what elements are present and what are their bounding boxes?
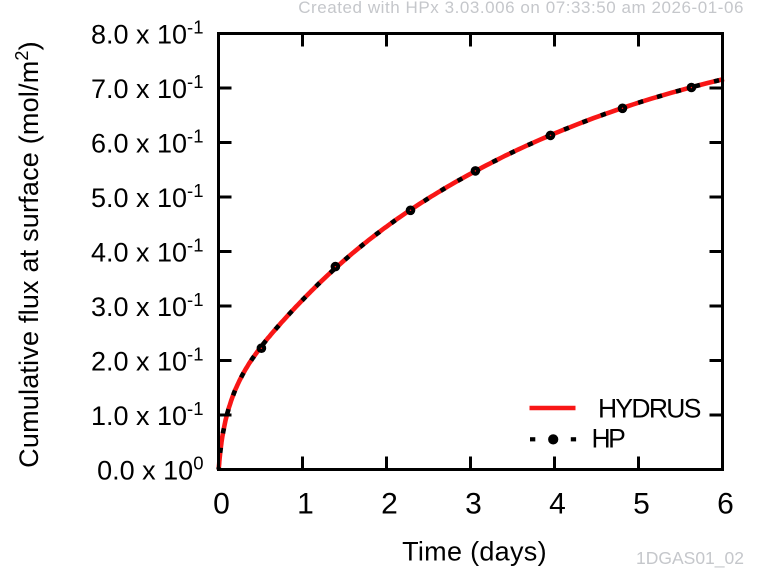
- svg-text:3: 3: [465, 488, 482, 521]
- svg-text:1: 1: [297, 488, 314, 521]
- svg-text:HYDRUS: HYDRUS: [598, 394, 701, 424]
- svg-text:0: 0: [213, 488, 230, 521]
- svg-text:5.0 x 10-1: 5.0 x 10-1: [91, 180, 204, 213]
- svg-text:3.0 x 10-1: 3.0 x 10-1: [91, 289, 204, 322]
- svg-text:Time (days): Time (days): [402, 537, 547, 567]
- svg-text:HP: HP: [592, 424, 626, 454]
- svg-text:4.0 x 10-1: 4.0 x 10-1: [91, 235, 204, 268]
- svg-text:2: 2: [381, 488, 398, 521]
- svg-text:Cumulative flux at surface (mo: Cumulative flux at surface (mol/m2): [12, 41, 44, 468]
- svg-text:7.0 x 10-1: 7.0 x 10-1: [91, 71, 204, 104]
- svg-text:1DGAS01_02: 1DGAS01_02: [636, 548, 744, 569]
- svg-text:4: 4: [549, 488, 566, 521]
- svg-text:6.0 x 10-1: 6.0 x 10-1: [91, 126, 204, 159]
- svg-text:0.0 x 100: 0.0 x 100: [97, 453, 203, 486]
- svg-text:6: 6: [717, 488, 734, 521]
- svg-text:2.0 x 10-1: 2.0 x 10-1: [91, 344, 204, 377]
- svg-text:Created with HPx 3.03.006 on 0: Created with HPx 3.03.006 on 07:33:50 am…: [298, 0, 744, 17]
- svg-text:1.0 x 10-1: 1.0 x 10-1: [91, 398, 204, 431]
- svg-text:5: 5: [633, 488, 650, 521]
- svg-text:8.0 x 10-1: 8.0 x 10-1: [91, 17, 204, 50]
